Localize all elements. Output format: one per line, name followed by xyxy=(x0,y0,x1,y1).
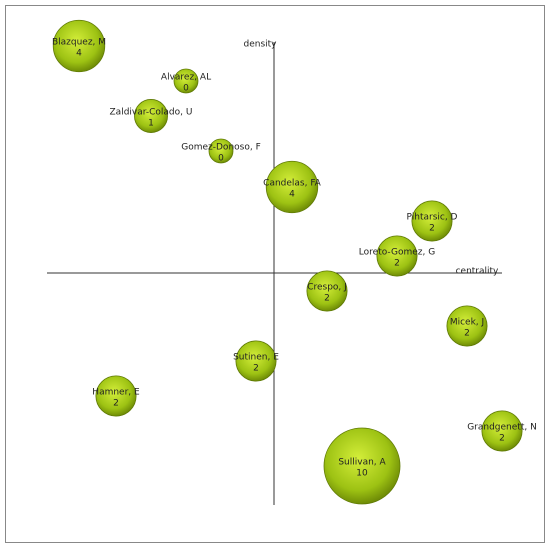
x-axis-label: centrality xyxy=(456,267,499,277)
bubble-count: 2 xyxy=(464,329,470,339)
bubble-count: 1 xyxy=(148,119,154,129)
bubble xyxy=(52,19,106,73)
bubble xyxy=(376,235,418,277)
bubble xyxy=(208,138,234,164)
bubble xyxy=(446,305,488,347)
bubble-label: Loreto-Gomez, G xyxy=(359,248,435,258)
bubble xyxy=(306,270,348,312)
bubble xyxy=(235,340,277,382)
bubble-label: Zaldivar-Colado, U xyxy=(110,108,193,118)
bubble-count: 2 xyxy=(113,399,119,409)
bubble xyxy=(411,200,453,242)
bubble xyxy=(481,410,523,452)
bubble-label: Alvarez, AL xyxy=(161,73,211,83)
bubble xyxy=(265,160,319,214)
frame xyxy=(5,5,545,543)
bubble-count: 2 xyxy=(253,364,259,374)
bubble-count: 10 xyxy=(356,469,368,479)
bubble-label: Grandgenett, N xyxy=(467,423,537,433)
bubble-label: Crespo, J xyxy=(307,283,347,293)
bubble-count: 4 xyxy=(289,190,295,200)
bubble xyxy=(173,68,199,94)
bubble-count: 2 xyxy=(394,259,400,269)
bubble xyxy=(134,99,168,133)
y-axis-label: density xyxy=(244,40,278,50)
bubble-count: 2 xyxy=(324,294,330,304)
bubble-label: Gomez-Donoso, F xyxy=(181,143,261,153)
bubble-count: 4 xyxy=(76,49,82,59)
bubble-label: Hamner, E xyxy=(92,388,140,398)
bubble-label: Blazquez, M xyxy=(52,38,106,48)
bubble-label: Pihtarsic, D xyxy=(407,213,458,223)
bubble xyxy=(95,375,137,417)
bubble-label: Sutinen, E xyxy=(233,353,279,363)
bubble xyxy=(323,427,401,505)
bubble-count: 2 xyxy=(499,434,505,444)
bubble-count: 0 xyxy=(183,84,189,94)
bubble-count: 0 xyxy=(218,154,224,164)
bubble-label: Sullivan, A xyxy=(338,458,386,468)
bubble-count: 2 xyxy=(429,224,435,234)
bubble-label: Micek, J xyxy=(450,318,484,328)
bubble-label: Candelas, FA xyxy=(263,179,322,189)
